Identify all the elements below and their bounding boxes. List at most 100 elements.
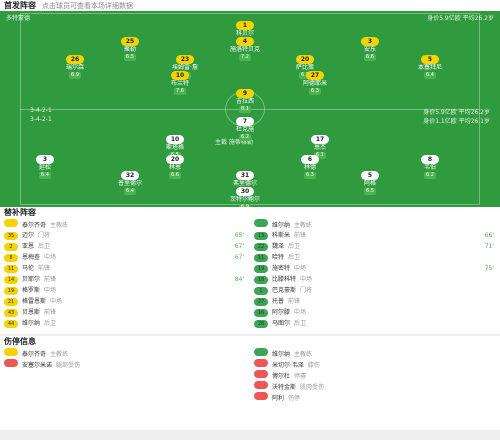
injury-icon (254, 392, 268, 400)
player-info: 门将 (38, 232, 51, 239)
sub-time: 84' (234, 276, 244, 283)
player-row[interactable]: 35 迈尔 门将 65' (0, 230, 250, 241)
player-info: 后卫 (288, 254, 301, 261)
player-row[interactable]: 13 科斯米 前锋 66' (250, 230, 500, 241)
player-info: 门将 (300, 287, 313, 294)
player-row[interactable]: 博尔杜 停赛 (250, 370, 500, 381)
player[interactable]: 5 阿格 6.5 (340, 171, 400, 195)
player[interactable]: 32 普里德尔 6.4 (100, 171, 160, 195)
player-name: 瑞尔森 (65, 64, 84, 71)
player-row[interactable]: 18 比滕科特 中场 (250, 274, 500, 285)
player-row[interactable]: 19 施密特 中场 75' (250, 263, 500, 274)
player-row[interactable]: 米切尔·韦泽 膝伤 (250, 359, 500, 370)
player-row[interactable]: 11 马伦 前锋 (0, 263, 250, 274)
player-rating: 6.4 (124, 188, 136, 195)
coach-name: 维尔纳 (272, 351, 291, 358)
player-rating: 6.3 (304, 172, 316, 179)
player[interactable]: 6 林德 6.3 (280, 155, 340, 179)
player-row[interactable]: 19 格罗斯 中场 (0, 285, 250, 296)
coach-row: 泰尔齐奇 主教练 (0, 219, 250, 230)
coach-row: 维尔纳 主教练 (250, 219, 500, 230)
player-name: 贝恩斯 (22, 309, 41, 316)
player-rating: 6.7 (299, 72, 311, 79)
player-info: 腿部受伤 (56, 362, 81, 369)
coach-role: 主教练 (50, 351, 69, 358)
team-icon (254, 348, 268, 356)
player-row[interactable]: 28 马图尔 后卫 (250, 318, 500, 329)
player[interactable]: 17 恩杰 6.1 (290, 135, 350, 159)
subs: 替补阵容 泰尔齐奇 主教练 35 迈尔 门将 65' 2 亚恩 后卫 67' 8 恩梅查 中场 67' 11… (0, 207, 500, 334)
player-number: 30 (236, 187, 254, 196)
sub-time: 71' (484, 243, 494, 250)
player[interactable]: 7 杜克施 6.2 (215, 117, 275, 141)
coach-row: 维尔纳 主教练 (250, 348, 500, 359)
player-info: 中场 (50, 298, 63, 305)
player-name: 迈尔 (22, 232, 35, 239)
player[interactable]: 3 延松 6.4 (15, 155, 75, 179)
coach-name: 泰尔齐奇 (22, 222, 47, 229)
sub-time: 75' (484, 265, 494, 272)
player-name: 埃姆雷·詹 (172, 64, 198, 71)
player-row[interactable]: 2 亚恩 后卫 67' (0, 241, 250, 252)
player[interactable]: 26 瑞尔森 6.9 (45, 55, 105, 79)
player-number: 43 (4, 309, 18, 317)
player[interactable]: 3 安东 6.6 (340, 37, 400, 61)
header: 首发阵容 点击球员可查看本场详细数据 (0, 0, 500, 11)
player-row[interactable]: 16 阿尔滕 中场 (250, 307, 500, 318)
player[interactable]: 20 林恩 6.6 (145, 155, 205, 179)
player-row[interactable]: 安塞尔米诺 腿部受伤 (0, 359, 250, 370)
player-info: 前锋 (44, 276, 57, 283)
player-row[interactable]: 沃特金斯 肌肉受伤 (250, 381, 500, 392)
home-name: 多特蒙德 (6, 15, 31, 22)
player-info: 后卫 (288, 243, 301, 250)
player-name: 巴克豪斯 (272, 287, 297, 294)
player-name: 阿尔滕 (272, 309, 291, 316)
player[interactable]: 8 韦伯 6.2 (400, 155, 460, 179)
player-name: 吉拉西 (235, 98, 254, 105)
team-icon (4, 219, 18, 227)
player-row[interactable]: 22 魏泽 后卫 71' (250, 241, 500, 252)
player-row[interactable]: 44 维尔纳 后卫 (0, 318, 250, 329)
player-name: 聚勒 (123, 46, 136, 53)
player-name: 格罗斯 (22, 287, 41, 294)
player-name: 林德 (303, 164, 316, 171)
injury-icon (254, 359, 268, 367)
away-info: 身价1.1亿欧 平均26.1岁 (423, 118, 490, 125)
player-number: 3 (361, 37, 379, 46)
player-row[interactable]: 27 托普 前锋 (250, 296, 500, 307)
player-row[interactable]: 阿利 伤停 (250, 392, 500, 403)
player-number: 26 (66, 55, 84, 64)
player-number: 13 (254, 232, 268, 240)
player-number: 28 (254, 320, 268, 328)
player[interactable]: 30 茨特尔鲍尔 6.9 (215, 187, 275, 207)
player-number: 22 (254, 243, 268, 251)
player-name: 恩杰 (313, 144, 326, 151)
player-name: 本塞拜尼 (417, 64, 442, 71)
coach-row: 泰尔齐奇 主教练 (0, 348, 250, 359)
player-number: 2 (4, 243, 18, 251)
player-name: 安东 (363, 46, 376, 53)
player[interactable]: 25 聚勒 6.5 (100, 37, 160, 61)
player-row[interactable]: 14 贝耶尔 前锋 84' (0, 274, 250, 285)
player[interactable]: 9 吉拉西 8.1 (215, 89, 275, 113)
player-row[interactable]: 1 巴克豪斯 门将 (250, 285, 500, 296)
player-row[interactable]: 43 贝恩斯 前锋 (0, 307, 250, 318)
player-row[interactable]: 8 恩梅查 中场 67' (0, 252, 250, 263)
player[interactable]: 20 萨比策 6.7 (275, 55, 335, 79)
title: 首发阵容 (4, 1, 36, 10)
player-number: 18 (254, 276, 268, 284)
player-number: 7 (236, 117, 254, 126)
player[interactable]: 27 阿德耶米 6.3 (285, 71, 345, 95)
player-rating: 7.6 (174, 88, 186, 95)
player-name: 科贝尔 (235, 30, 254, 37)
player-row[interactable]: 11 哈特 后卫 (250, 252, 500, 263)
player[interactable]: 4 施洛特贝克 7.2 (215, 37, 275, 61)
player-info: 前锋 (294, 232, 307, 239)
away-formation: 3-4-2-1 (30, 116, 52, 123)
player-row[interactable]: 21 格雷恩斯 中场 (0, 296, 250, 307)
player[interactable]: 10 布兰特 7.6 (150, 71, 210, 95)
player-rating: 6.6 (169, 172, 181, 179)
player[interactable]: 5 本塞拜尼 6.4 (400, 55, 460, 79)
player-name: 哈特 (272, 254, 285, 261)
subs-home: 泰尔齐奇 主教练 35 迈尔 门将 65' 2 亚恩 后卫 67' 8 恩梅查 中场 67' 11 马伦 前锋 1… (0, 219, 250, 329)
